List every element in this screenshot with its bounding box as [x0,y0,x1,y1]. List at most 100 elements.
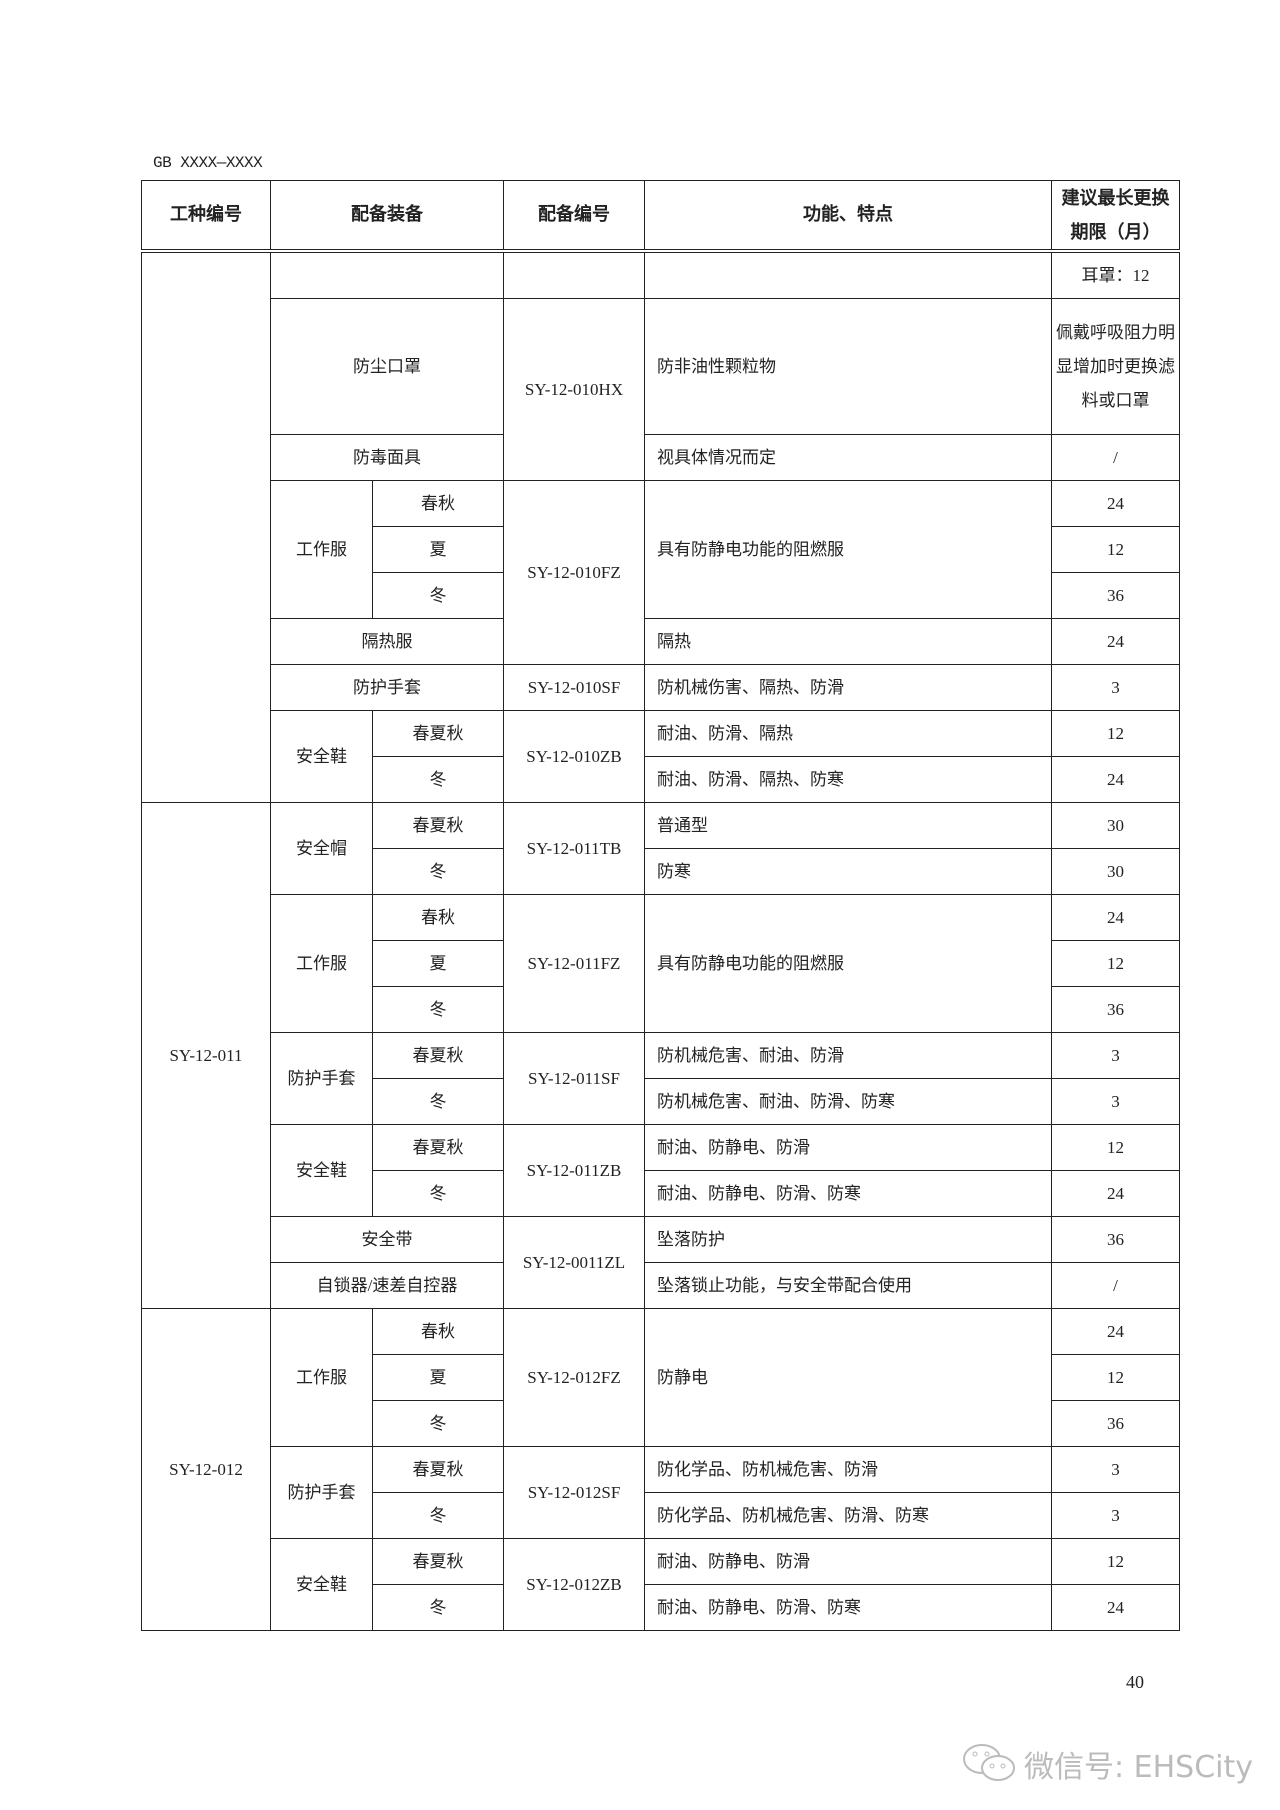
table-cell [141,250,271,803]
watermark: 微信号: EHSCity [962,1742,1253,1786]
table-cell: 佩戴呼吸阻力明显增加时更换滤料或口罩 [1051,298,1180,435]
table-cell: 防毒面具 [270,434,504,481]
table-cell: 防护手套 [270,1032,373,1125]
table-cell: 春夏秋 [372,710,504,757]
table-cell: 春夏秋 [372,1446,504,1493]
table-cell: 12 [1051,1538,1180,1585]
table-cell: 坠落锁止功能，与安全带配合使用 [644,1262,1052,1309]
table-cell: 24 [1051,756,1180,803]
table-cell: 春秋 [372,1308,504,1355]
header-equipment: 配备装备 [270,180,504,253]
table-cell: 防机械伤害、隔热、防滑 [644,664,1052,711]
page-number: 40 [1126,1672,1144,1692]
table-cell: 耐油、防滑、隔热、防寒 [644,756,1052,803]
table-cell: 春夏秋 [372,1538,504,1585]
table-cell: 24 [1051,1170,1180,1217]
table-cell: 隔热服 [270,618,504,665]
table-cell: SY-12-010SF [503,664,645,711]
table-cell: 冬 [372,1584,504,1631]
table-row: 冬 防寒 30 [142,848,1180,895]
table-cell [503,250,645,299]
table-row: 防护手套 春夏秋 SY-12-011SF 防机械危害、耐油、防滑 3 [142,1032,1180,1125]
table-cell: 12 [1051,710,1180,757]
table-cell: 耐油、防静电、防滑 [644,1538,1052,1585]
table-cell [270,250,504,299]
table-cell: 具有防静电功能的阻燃服 [644,480,1052,619]
table-row: 防护手套 春夏秋 SY-12-012SF 防化学品、防机械危害、防滑 3 [142,1446,1180,1539]
table-cell: 36 [1051,986,1180,1033]
table-row: 冬 耐油、防静电、防滑、防寒 24 [142,1584,1180,1631]
table-cell: 防化学品、防机械危害、防滑、防寒 [644,1492,1052,1539]
table-row: 防毒面具 视具体情况而定 / [142,434,1180,481]
table-cell: 工作服 [270,1308,373,1447]
table-cell: 夏 [372,526,504,573]
table-cell: 36 [1051,572,1180,619]
table-cell: 冬 [372,572,504,619]
table-cell: 冬 [372,1078,504,1125]
header-job-code: 工种编号 [141,180,271,253]
table-cell: 坠落防护 [644,1216,1052,1263]
table-cell: 30 [1051,848,1180,895]
table-cell: SY-12-0011ZL [503,1216,645,1309]
table-cell: 防护手套 [270,1446,373,1539]
table-row: 工作服 春秋 SY-12-011FZ 具有防静电功能的阻燃服 24 [142,894,1180,1033]
table-cell: 视具体情况而定 [644,434,1052,481]
table-cell: 耐油、防静电、防滑 [644,1124,1052,1171]
table-row: 安全鞋 春夏秋 SY-12-010ZB 耐油、防滑、隔热 12 [142,710,1180,803]
document-code: GB XXXX—XXXX [153,154,263,172]
table-cell: 安全带 [270,1216,504,1263]
table-cell: SY-12-011TB [503,802,645,895]
table-row: 安全带 SY-12-0011ZL 坠落防护 36 [142,1216,1180,1309]
table-cell: 12 [1051,940,1180,987]
table-cell: SY-12-010FZ [503,480,645,665]
table-cell: 安全鞋 [270,1124,373,1217]
table-row: 隔热服 隔热 24 [142,618,1180,665]
wechat-icon [963,1744,1015,1781]
table-row: 冬 耐油、防静电、防滑、防寒 24 [142,1170,1180,1217]
table-row: 冬 36 [142,986,1180,1033]
table-cell: 普通型 [644,802,1052,849]
table-cell: 24 [1051,480,1180,527]
table-cell: 防静电 [644,1308,1052,1447]
table-cell: 耐油、防静电、防滑、防寒 [644,1170,1052,1217]
table-cell: 3 [1051,664,1180,711]
table-cell: 冬 [372,756,504,803]
table-cell: 12 [1051,1124,1180,1171]
table-cell: 24 [1051,894,1180,941]
table-cell: 春秋 [372,480,504,527]
table-cell: 12 [1051,1354,1180,1401]
table-cell: 30 [1051,802,1180,849]
table-cell: 36 [1051,1400,1180,1447]
table-cell: 冬 [372,1170,504,1217]
table-row: 夏 12 [142,526,1180,573]
table-cell: 防尘口罩 [270,298,504,435]
table-cell: 防机械危害、耐油、防滑、防寒 [644,1078,1052,1125]
table-row: 夏 12 [142,940,1180,987]
table-cell: 春夏秋 [372,1124,504,1171]
table-cell: 防非油性颗粒物 [644,298,1052,435]
table-row: 安全鞋 春夏秋 SY-12-012ZB 耐油、防静电、防滑 12 [142,1538,1180,1631]
watermark-text: 微信号: EHSCity [1024,1750,1253,1785]
table-row: 耳罩：12 [141,250,1180,803]
table-row: 工作服 春秋 SY-12-010FZ 具有防静电功能的阻燃服 24 [142,480,1180,665]
table-body: 耳罩：12 防尘口罩 SY-12-010HX 防非油性颗粒物 佩戴呼吸阻力明显增加时更换… [141,250,1180,1631]
table-cell: 冬 [372,986,504,1033]
table-row: 冬 36 [142,572,1180,619]
table-cell: 3 [1051,1032,1180,1079]
table-cell: 春秋 [372,894,504,941]
header-replacement-period: 建议最长更换期限（月） [1051,180,1180,253]
table-cell: 24 [1051,618,1180,665]
table-cell [644,250,1052,299]
table-cell: 3 [1051,1446,1180,1493]
header-equipment-code: 配备编号 [503,180,645,253]
table-cell: 耐油、防静电、防滑、防寒 [644,1584,1052,1631]
table-cell: 工作服 [270,894,373,1033]
table-cell: SY-12-011 [141,802,271,1309]
table-row: 防尘口罩 SY-12-010HX 防非油性颗粒物 佩戴呼吸阻力明显增加时更换滤料或口罩 [142,298,1180,481]
table-cell: 夏 [372,940,504,987]
table-row: SY-12-012 工作服 春秋 SY-12-012FZ 防静电 24 [141,1308,1180,1631]
table-cell: / [1051,1262,1180,1309]
table-cell: 具有防静电功能的阻燃服 [644,894,1052,1033]
table-row: 防护手套 SY-12-010SF 防机械伤害、隔热、防滑 3 [142,664,1180,711]
table-cell: 安全鞋 [270,1538,373,1631]
